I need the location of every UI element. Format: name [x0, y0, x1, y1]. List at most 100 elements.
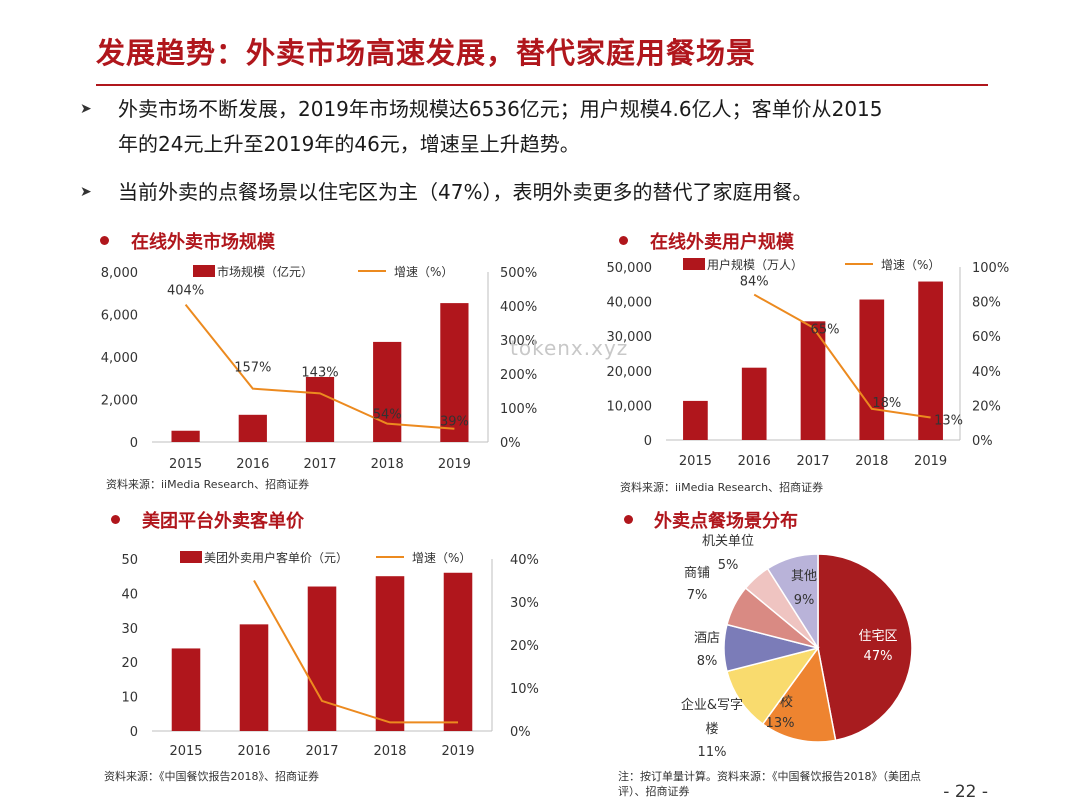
bar: [239, 624, 269, 731]
y-tick-label: 2,000: [101, 394, 138, 409]
pie-slice-pct: 5%: [718, 558, 739, 573]
y2-tick-label: 0%: [972, 434, 993, 449]
bar: [859, 299, 885, 440]
x-tick-label: 2019: [441, 744, 474, 759]
x-tick-label: 2018: [373, 744, 406, 759]
pie-slice-label: 企业&写字: [681, 697, 743, 713]
bar: [307, 586, 337, 731]
growth-data-label: 18%: [872, 396, 901, 411]
legend-line-label: 增速（%）: [881, 258, 940, 272]
legend-bar-swatch: [193, 265, 215, 277]
chart-4-source-line-1: 注：按订单量计算。资料来源：《中国餐饮报告2018》（美团点: [618, 770, 921, 783]
pie-slice-pct: 8%: [697, 654, 718, 669]
y-tick-label: 10: [121, 691, 138, 706]
y-tick-label: 0: [130, 436, 138, 451]
y2-tick-label: 30%: [510, 596, 539, 611]
x-tick-label: 2017: [305, 744, 338, 759]
bar: [171, 430, 200, 442]
y-tick-label: 40: [121, 587, 138, 602]
x-tick-label: 2015: [169, 457, 202, 472]
chart-4-source-line-2: 评）、招商证券: [618, 785, 690, 798]
y-tick-label: 0: [130, 725, 138, 740]
pie-slice-pct: 9%: [794, 593, 815, 608]
growth-data-label: 84%: [740, 275, 769, 290]
bar: [375, 576, 405, 731]
title-dot-icon: [100, 236, 109, 245]
bar: [683, 400, 708, 440]
watermark: tokenx.xyz: [510, 336, 629, 360]
pie-slice-label: 楼: [705, 722, 718, 737]
x-tick-label: 2016: [236, 457, 269, 472]
bar: [171, 648, 201, 731]
growth-data-label: 54%: [373, 408, 402, 423]
page-number: - 22 -: [943, 782, 988, 802]
y2-tick-label: 80%: [972, 296, 1001, 311]
bar: [373, 341, 402, 442]
title-dot-icon: [624, 515, 633, 524]
legend-bar-swatch: [180, 551, 202, 563]
x-tick-label: 2016: [738, 454, 771, 469]
x-tick-label: 2017: [796, 454, 829, 469]
pie-slice: [766, 553, 819, 651]
y2-tick-label: 300%: [500, 334, 537, 349]
bar: [918, 281, 943, 440]
y-tick-label: 30,000: [607, 330, 653, 345]
y-tick-label: 4,000: [101, 351, 138, 366]
growth-data-label: 404%: [167, 284, 204, 299]
title-underline: [96, 84, 988, 86]
y-tick-label: 50: [121, 553, 138, 568]
growth-data-label: 39%: [440, 415, 469, 430]
y2-tick-label: 200%: [500, 368, 537, 383]
pie-slice: [761, 646, 837, 743]
growth-line: [253, 580, 458, 724]
chart-3-title: 美团平台外卖客单价: [142, 511, 304, 532]
y-tick-label: 8,000: [101, 266, 138, 281]
y2-tick-label: 0%: [510, 725, 531, 740]
pie-slice: [726, 646, 820, 726]
y2-tick-label: 20%: [510, 639, 539, 654]
arrow-bullet-icon: ➤: [80, 184, 92, 200]
y-tick-label: 20: [121, 656, 138, 671]
y2-tick-label: 100%: [500, 402, 537, 417]
legend-bar-label: 用户规模（万人）: [707, 257, 803, 272]
chart-2-source: 资料来源：iiMedia Research、招商证券: [620, 481, 824, 494]
pie-slice-label: 住宅区: [858, 629, 897, 644]
y2-tick-label: 60%: [972, 330, 1001, 345]
y2-tick-label: 40%: [510, 553, 539, 568]
page-title: 发展趋势：外卖市场高速发展，替代家庭用餐场景: [96, 36, 757, 70]
y-tick-label: 0: [644, 434, 652, 449]
x-tick-label: 2016: [237, 744, 270, 759]
y-tick-label: 10,000: [607, 399, 653, 414]
bar: [305, 376, 335, 442]
y2-tick-label: 20%: [972, 399, 1001, 414]
pie-slice-label: 酒店: [694, 631, 720, 646]
growth-data-label: 65%: [811, 323, 840, 338]
bullet-2-line-1: 当前外卖的点餐场景以住宅区为主（47%），表明外卖更多的替代了家庭用餐。: [118, 180, 813, 204]
x-tick-label: 2018: [855, 454, 888, 469]
y2-tick-label: 40%: [972, 365, 1001, 380]
chart-3-source: 资料来源：《中国餐饮报告2018》、招商证券: [104, 770, 319, 783]
pie-slice-label: 其他: [791, 569, 817, 584]
y-tick-label: 20,000: [607, 365, 653, 380]
bar: [440, 303, 469, 442]
growth-line: [753, 293, 931, 419]
x-tick-label: 2017: [303, 457, 336, 472]
y2-tick-label: 500%: [500, 266, 537, 281]
bullet-1-line-1: 外卖市场不断发展，2019年市场规模达6536亿元；用户规模4.6亿人；客单价从…: [118, 97, 883, 121]
bar: [443, 572, 473, 731]
y2-tick-label: 400%: [500, 300, 537, 315]
x-tick-label: 2019: [914, 454, 947, 469]
legend-bar-label: 市场规模（亿元）: [217, 264, 313, 279]
pie-slice-pct: 7%: [687, 588, 708, 603]
growth-data-label: 13%: [934, 414, 963, 429]
x-tick-label: 2015: [169, 744, 202, 759]
chart-1-source: 资料来源：iiMedia Research、招商证券: [106, 478, 310, 491]
legend-bar-label: 美团外卖用户客单价（元）: [204, 550, 348, 565]
legend-line-label: 增速（%）: [412, 551, 471, 565]
y2-tick-label: 10%: [510, 682, 539, 697]
pie-slice-pct: 11%: [698, 745, 727, 760]
x-tick-label: 2018: [371, 457, 404, 472]
legend-line-label: 增速（%）: [394, 265, 453, 279]
y-tick-label: 50,000: [607, 261, 653, 276]
